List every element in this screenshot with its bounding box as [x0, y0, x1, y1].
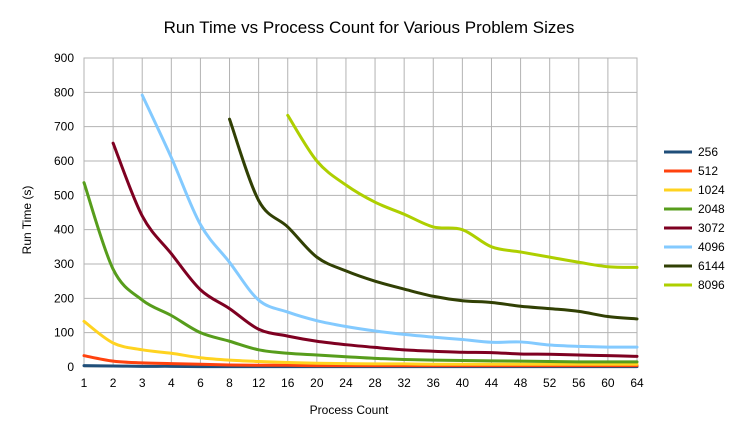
y-tick-label: 400: [54, 223, 74, 237]
x-tick-label: 40: [456, 376, 470, 390]
x-tick-label: 28: [368, 376, 382, 390]
series-line-4096: [140, 93, 639, 349]
y-tick-label: 200: [54, 291, 74, 305]
x-tick-label: 52: [543, 376, 557, 390]
x-tick-label: 3: [139, 376, 146, 390]
legend-label-6144: 6144: [698, 259, 725, 273]
series-line-8096: [286, 113, 639, 269]
legend-label-3072: 3072: [698, 221, 725, 235]
legend-label-512: 512: [698, 164, 718, 178]
x-axis-title: Process Count: [310, 403, 389, 417]
y-tick-label: 300: [54, 257, 74, 271]
y-tick-label: 600: [54, 154, 74, 168]
x-tick-label: 8: [226, 376, 233, 390]
series-line-2048: [82, 181, 639, 364]
x-tick-label: 60: [601, 376, 615, 390]
series-line-1024: [82, 319, 639, 366]
x-tick-label: 4: [168, 376, 175, 390]
x-tick-label: 44: [485, 376, 499, 390]
y-tick-label: 900: [54, 51, 74, 65]
x-tick-label: 32: [397, 376, 411, 390]
series-line-6144: [228, 117, 639, 321]
y-axis-title: Run Time (s): [20, 186, 34, 255]
x-tick-label: 6: [197, 376, 204, 390]
x-tick-label: 16: [281, 376, 295, 390]
plot-area-border: [83, 57, 638, 368]
series-lines: [82, 93, 639, 369]
x-tick-label: 20: [310, 376, 324, 390]
x-tick-label: 1: [81, 376, 88, 390]
x-tick-label: 48: [514, 376, 528, 390]
x-tick-label: 56: [572, 376, 586, 390]
y-tick-label: 500: [54, 188, 74, 202]
grid: [83, 57, 638, 368]
x-tick-label: 2: [110, 376, 117, 390]
series-line-3072: [111, 141, 639, 358]
x-tick-label: 36: [427, 376, 441, 390]
x-tick-label: 24: [339, 376, 353, 390]
x-tick-label: 12: [252, 376, 266, 390]
chart-title: Run Time vs Process Count for Various Pr…: [164, 18, 575, 37]
y-tick-label: 100: [54, 326, 74, 340]
legend-label-8096: 8096: [698, 278, 725, 292]
y-tick-label: 800: [54, 85, 74, 99]
legend-label-4096: 4096: [698, 240, 725, 254]
legend: 256 512 1024 2048 3072 4096 6144 8096: [664, 145, 725, 292]
legend-label-2048: 2048: [698, 202, 725, 216]
legend-label-256: 256: [698, 145, 718, 159]
y-tick-label: 0: [67, 360, 74, 374]
x-tick-label: 64: [630, 376, 644, 390]
legend-label-1024: 1024: [698, 183, 725, 197]
y-tick-label: 700: [54, 120, 74, 134]
